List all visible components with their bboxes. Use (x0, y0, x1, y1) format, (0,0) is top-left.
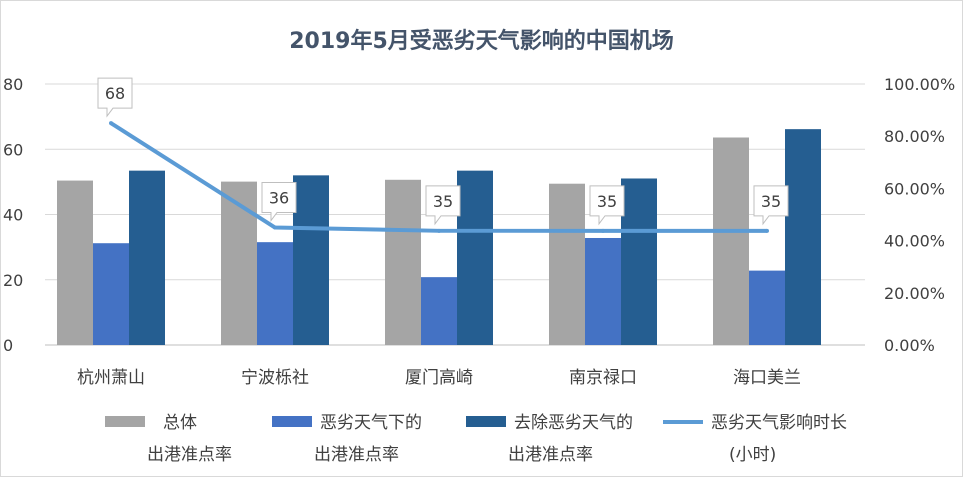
x-category-label: 宁波栎社 (241, 368, 309, 388)
x-category-label: 南京禄口 (569, 368, 637, 388)
legend-label-line2: (小时) (729, 445, 777, 465)
bar-1 (549, 183, 585, 345)
bar-2 (257, 242, 293, 345)
legend-label-line2: 出港准点率 (314, 445, 399, 465)
x-category-label: 厦门高崎 (405, 368, 473, 388)
legend-label-line2: 出港准点率 (147, 445, 232, 465)
data-label-box (425, 185, 461, 226)
line-point (601, 228, 605, 233)
line-point (437, 228, 441, 233)
bar-3 (129, 170, 165, 345)
bar-3 (621, 178, 657, 345)
x-category-label: 海口美兰 (733, 368, 801, 388)
bar-2 (585, 237, 621, 345)
y-right-tick-label: 100.00% (884, 75, 955, 94)
bar-3 (457, 170, 493, 345)
data-label-box (589, 185, 625, 226)
data-label-box (261, 182, 297, 223)
bar-3 (293, 175, 329, 345)
bar-1 (385, 179, 421, 345)
data-label: 35 (433, 192, 453, 211)
data-label: 36 (269, 189, 289, 208)
x-category-label: 杭州萧山 (77, 368, 145, 388)
bar-1 (221, 181, 257, 345)
legend-label: 恶劣天气影响时长 (711, 413, 847, 433)
bar-1 (57, 180, 93, 345)
legend-swatch (663, 420, 703, 424)
bar-2 (421, 277, 457, 345)
data-label: 68 (105, 84, 125, 103)
y-left-tick-label: 60 (3, 140, 23, 159)
y-right-tick-label: 0.00% (884, 336, 935, 355)
line-point (765, 228, 769, 233)
legend-swatch (105, 416, 145, 427)
data-label: 35 (597, 192, 617, 211)
legend-swatch (466, 416, 506, 427)
legend-label: 恶劣天气下的 (320, 413, 422, 433)
data-label-box (753, 185, 789, 226)
bar-2 (749, 270, 785, 345)
y-left-tick-label: 0 (3, 336, 13, 355)
chart-title: 2019年5月受恶劣天气影响的中国机场 (289, 29, 674, 54)
legend-label: 总体 (163, 413, 197, 433)
bar-2 (93, 243, 129, 345)
data-label-box (97, 77, 133, 118)
line-point (273, 225, 277, 230)
legend-label: 去除恶劣天气的 (514, 413, 633, 433)
y-right-tick-label: 60.00% (884, 179, 945, 198)
y-left-tick-label: 40 (3, 206, 23, 225)
y-right-tick-label: 20.00% (884, 284, 945, 303)
bar-3 (785, 129, 821, 345)
y-left-tick-label: 20 (3, 271, 23, 290)
bar-1 (713, 137, 749, 345)
y-right-tick-label: 80.00% (884, 127, 945, 146)
line-point (109, 121, 113, 126)
y-left-tick-label: 80 (3, 75, 23, 94)
legend-swatch (272, 416, 312, 427)
data-label: 35 (761, 192, 781, 211)
y-right-tick-label: 40.00% (884, 232, 945, 251)
legend-label-line2: 出港准点率 (508, 445, 593, 465)
